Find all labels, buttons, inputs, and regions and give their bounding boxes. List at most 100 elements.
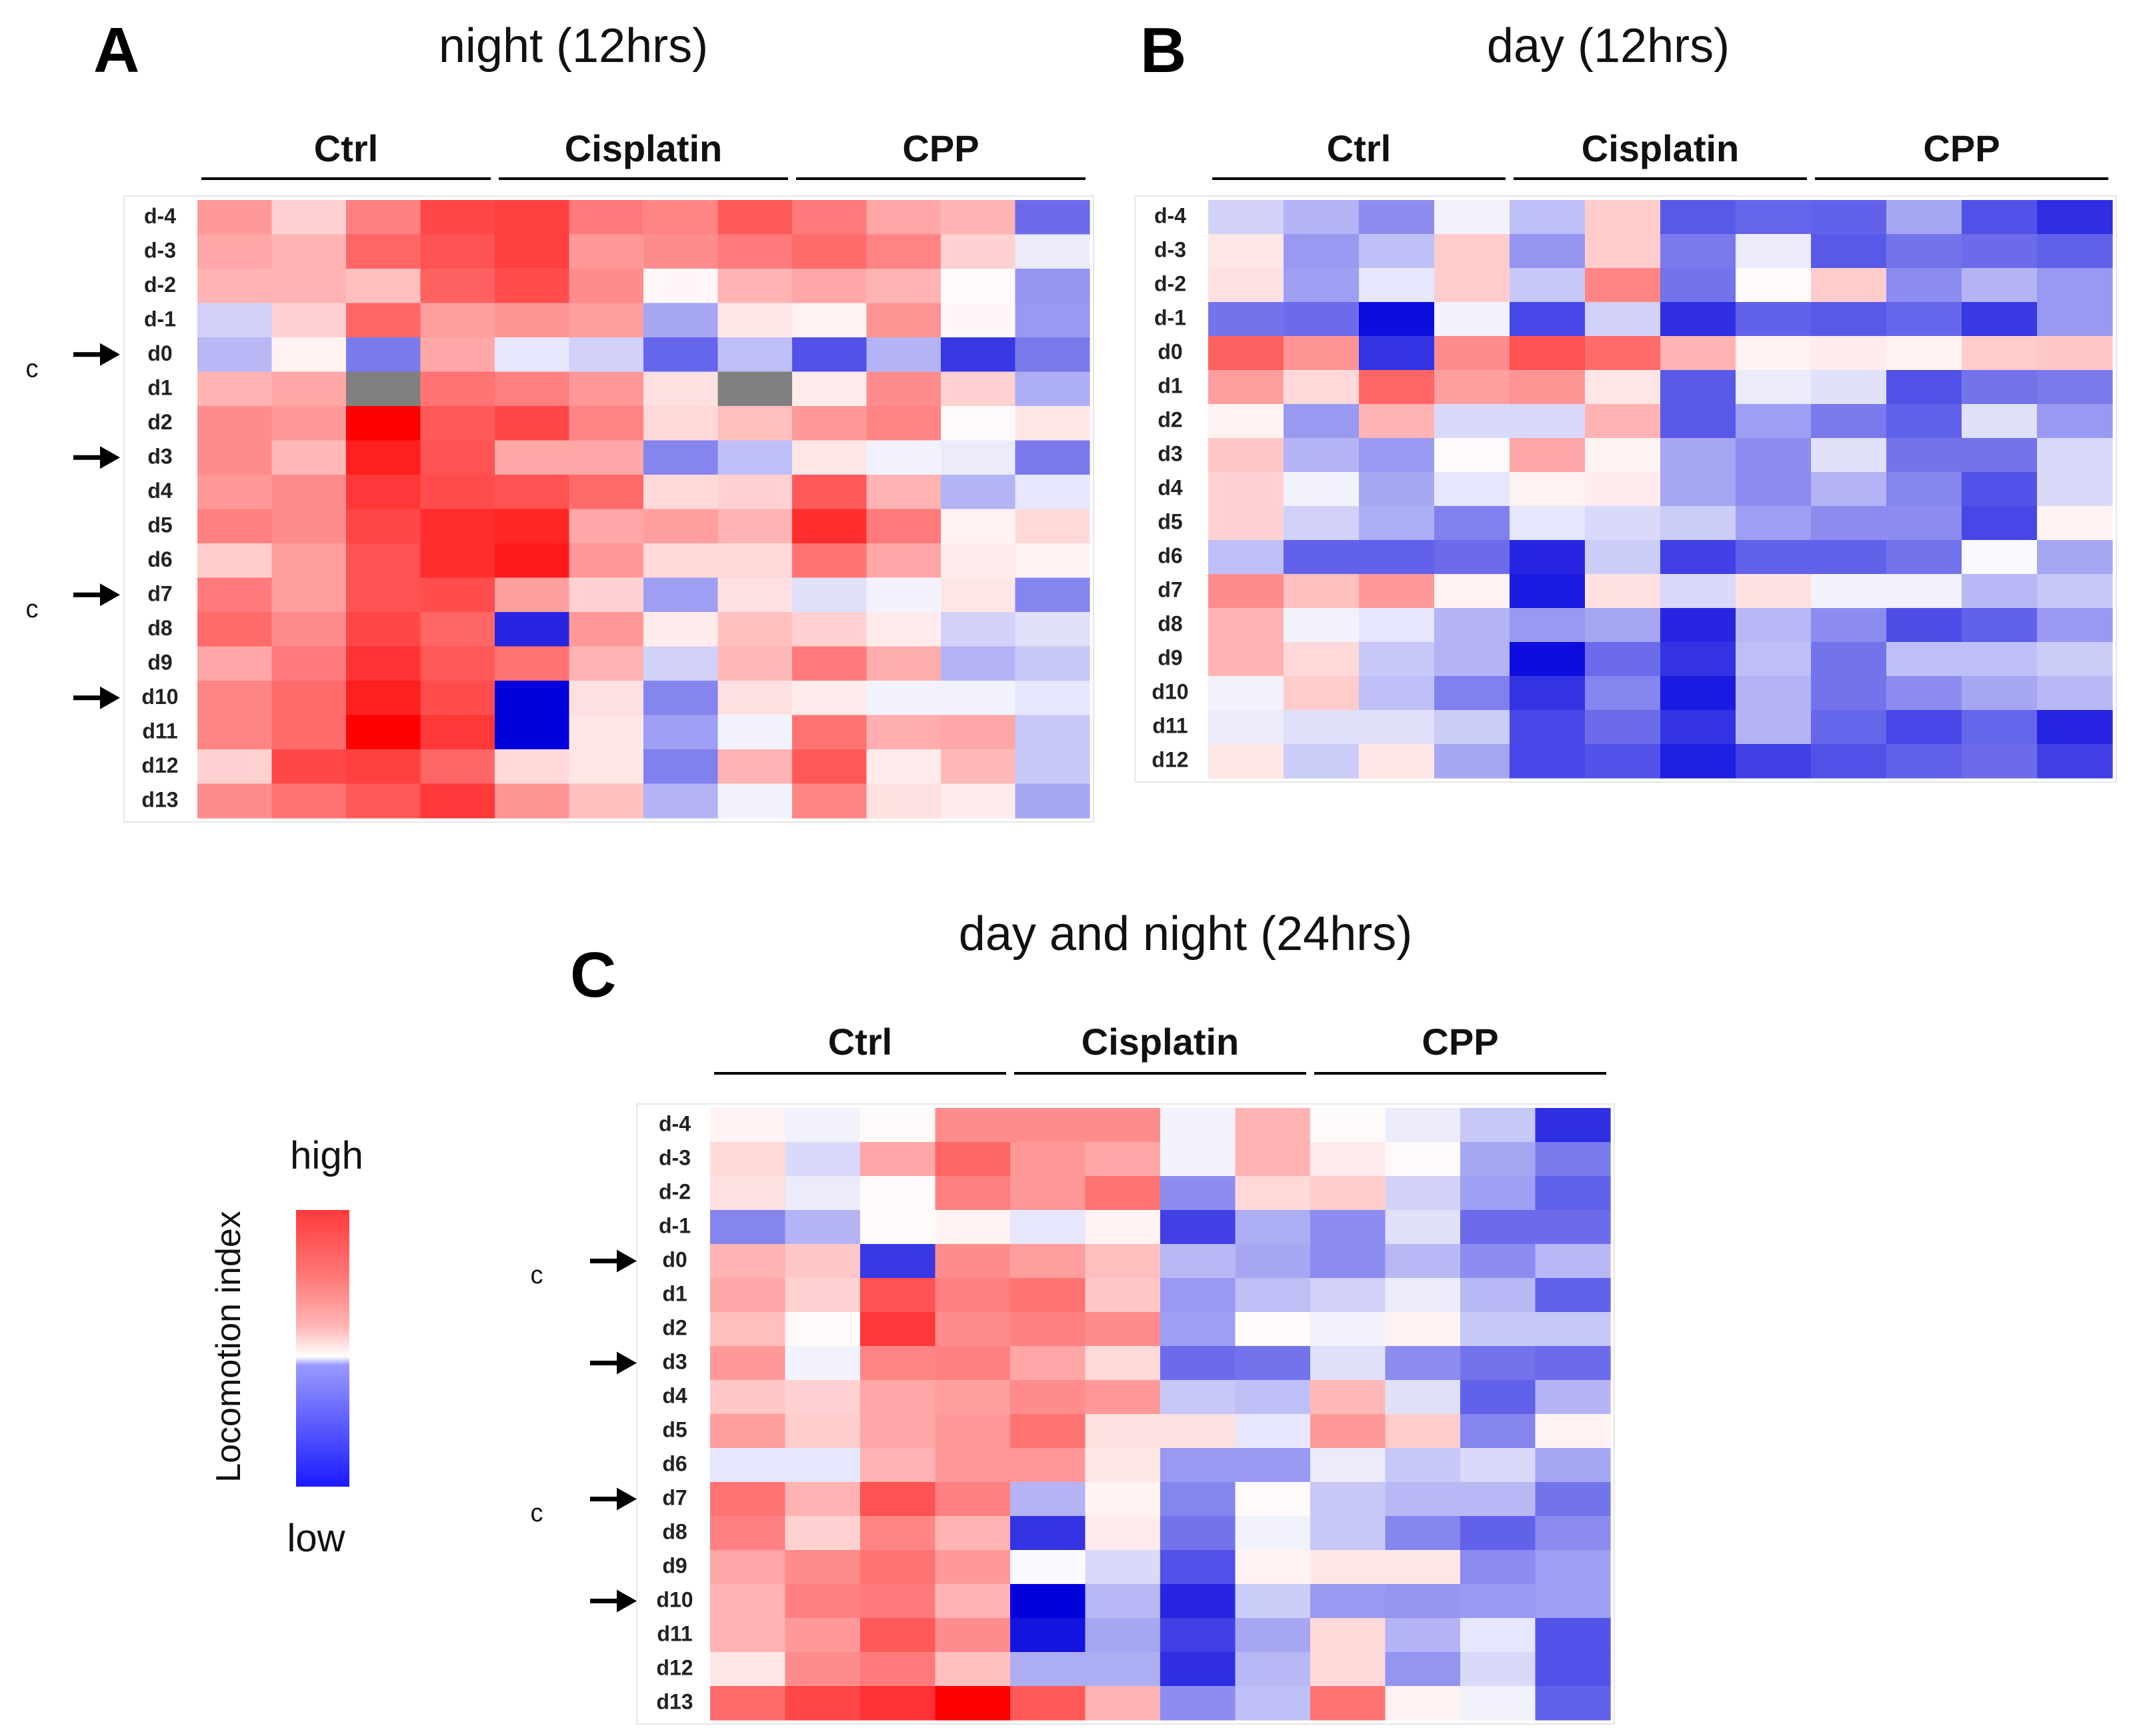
row-label-c-d7: d7 (662, 1486, 687, 1510)
heatmap-cell-c-d4-col5 (1010, 1380, 1086, 1415)
row-label-a-d7: d7 (147, 582, 172, 606)
heatmap-cell-c-d-3-col7 (1160, 1142, 1236, 1177)
heatmap-cell-c-d-4-col6 (1085, 1108, 1161, 1143)
heatmap-cell-c-d5-col6 (1085, 1414, 1161, 1449)
heatmap-cell-c-d7-col9 (1310, 1482, 1386, 1517)
heatmap-cell-c-d12-col9 (1310, 1652, 1386, 1687)
heatmap-cell-b-d-1-col1 (1208, 302, 1284, 337)
heatmap-cell-b-d10-col4 (1434, 676, 1510, 711)
heatmap-cell-c-d-2-col3 (860, 1176, 936, 1211)
heatmap-cell-a-d3-col2 (271, 440, 347, 475)
heatmap-cell-c-d9-col3 (860, 1550, 936, 1585)
heatmap-cell-a-d4-col2 (271, 475, 347, 510)
group-label-b-cisplatin: Cisplatin (1582, 127, 1739, 169)
heatmap-cell-c-d-3-col1 (710, 1142, 786, 1177)
heatmap-cell-b-d12-col10 (1886, 744, 1962, 779)
heatmap-cell-a-d-1-col9 (792, 303, 867, 338)
heatmap-cell-c-d6-col2 (785, 1448, 861, 1483)
heatmap-cell-c-d9-col2 (785, 1550, 861, 1585)
heatmap-cell-b-d7-col8 (1736, 574, 1812, 609)
heatmap-cell-c-d-3-col5 (1010, 1142, 1086, 1177)
heatmap-cell-a-d7-col8 (717, 577, 793, 613)
heatmap-cell-b-d0-col9 (1811, 336, 1887, 371)
heatmap-cell-b-d1-col12 (2037, 370, 2113, 405)
heatmap-cell-a-d-4-col4 (420, 200, 495, 235)
heatmap-cell-c-d11-col4 (935, 1618, 1011, 1653)
heatmap-cell-b-d12-col6 (1585, 744, 1661, 779)
row-label-b-d11: d11 (1152, 714, 1188, 738)
heatmap-cell-b-d0-col12 (2037, 336, 2113, 371)
row-label-a-d11: d11 (142, 719, 177, 743)
heatmap-cell-c-d-4-col11 (1460, 1108, 1536, 1143)
heatmap-cell-c-d8-col6 (1085, 1516, 1161, 1551)
heatmap-cell-c-d9-col11 (1460, 1550, 1536, 1585)
heatmap-cell-c-d5-col11 (1460, 1414, 1536, 1449)
heatmap-cell-b-d12-col12 (2037, 744, 2113, 779)
heatmap-cell-b-d4-col10 (1886, 472, 1962, 507)
heatmap-cell-c-d2-col1 (710, 1312, 786, 1347)
heatmap-cell-a-d2-col4 (420, 406, 495, 441)
heatmap-cell-c-d8-col5 (1010, 1516, 1086, 1551)
heatmap-cell-b-d11-col3 (1359, 710, 1435, 745)
heatmap-cell-c-d6-col12 (1535, 1448, 1611, 1483)
heatmap-cell-b-d5-col4 (1434, 506, 1510, 541)
heatmap-cell-b-d3-col5 (1510, 438, 1586, 473)
heatmap-cell-b-d-1-col10 (1886, 302, 1962, 337)
heatmap-cell-c-d4-col4 (935, 1380, 1011, 1415)
heatmap-cell-b-d11-col8 (1736, 710, 1812, 745)
heatmap-cell-b-d10-col10 (1886, 676, 1962, 711)
heatmap-cell-c-d13-col11 (1460, 1686, 1536, 1721)
heatmap-cell-a-d10-col8 (717, 681, 793, 716)
heatmap-cell-c-d7-col6 (1085, 1482, 1161, 1517)
heatmap-cell-c-d11-col11 (1460, 1618, 1536, 1653)
heatmap-cell-c-d4-col7 (1160, 1380, 1236, 1415)
heatmap-cell-b-d11-col12 (2037, 710, 2113, 745)
heatmap-cell-b-d10-col9 (1811, 676, 1887, 711)
heatmap-cell-a-d9-col11 (941, 646, 1016, 681)
legend-title: Locomotion index (209, 1211, 248, 1483)
heatmap-cell-c-d6-col10 (1385, 1448, 1461, 1483)
heatmap-cell-c-d1-col11 (1460, 1278, 1536, 1313)
arrow-head (100, 446, 120, 469)
heatmap-cell-c-d3-col8 (1235, 1346, 1311, 1381)
heatmap-cell-b-d6-col3 (1359, 540, 1435, 575)
heatmap-cell-b-d1-col8 (1736, 370, 1812, 405)
heatmap-cell-b-d9-col6 (1585, 642, 1661, 677)
heatmap-cell-a-d10-col1 (197, 681, 273, 716)
heatmap-cell-c-d-4-col2 (785, 1108, 861, 1143)
heatmap-cell-b-d-1-col8 (1736, 302, 1812, 337)
heatmap-cell-a-d-1-col8 (717, 303, 793, 338)
heatmap-cell-c-d4-col2 (785, 1380, 861, 1415)
heatmap-cell-c-d12-col5 (1010, 1652, 1086, 1687)
heatmap-cell-c-d12-col6 (1085, 1652, 1161, 1687)
heatmap-cell-b-d-3-col2 (1284, 234, 1360, 269)
heatmap-cell-a-d4-col7 (643, 475, 719, 510)
heatmap-cell-a-d9-col2 (271, 646, 347, 681)
heatmap-cell-b-d0-col1 (1208, 336, 1284, 371)
heatmap-cell-b-d-2-col4 (1434, 268, 1510, 303)
heatmap-cell-b-d2-col3 (1359, 404, 1435, 439)
heatmap-cell-b-d8-col5 (1510, 608, 1586, 643)
heatmap-cell-b-d4-col11 (1962, 472, 2038, 507)
heatmap-cell-c-d-2-col2 (785, 1176, 861, 1211)
heatmap-cell-a-d-2-col11 (941, 269, 1016, 304)
heatmap-cell-a-d-2-col2 (271, 269, 347, 304)
heatmap-cell-a-d-4-col11 (941, 200, 1016, 235)
heatmap-cell-b-d8-col11 (1962, 608, 2038, 643)
heatmap-cell-a-d3-col9 (792, 440, 867, 475)
row-label-b-d-2: d-2 (1154, 272, 1186, 296)
heatmap-cell-c-d12-col11 (1460, 1652, 1536, 1687)
heatmap-cell-a-d9-col10 (866, 646, 941, 681)
heatmap-cell-a-d-4-col9 (792, 200, 867, 235)
heatmap-cell-a-d11-col11 (941, 715, 1016, 750)
heatmap-cell-c-d13-col2 (785, 1686, 861, 1721)
group-label-b-ctrl: Ctrl (1327, 127, 1391, 169)
heatmap-cell-a-d3-col1 (197, 440, 273, 475)
heatmap-cell-b-d2-col12 (2037, 404, 2113, 439)
heatmap-cell-b-d0-col7 (1660, 336, 1736, 371)
heatmap-cell-a-d5-col4 (420, 509, 495, 544)
heatmap-cell-c-d-2-col1 (710, 1176, 786, 1211)
arrow-icon-a-d0 (73, 343, 120, 366)
heatmap-cell-a-d-2-col4 (420, 269, 495, 304)
heatmap-cell-c-d-1-col3 (860, 1210, 936, 1245)
